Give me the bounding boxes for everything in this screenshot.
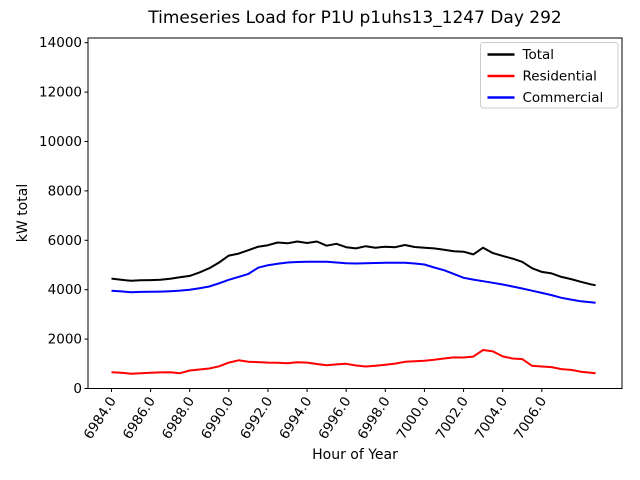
y-tick-label: 2000 — [48, 332, 82, 348]
y-tick-label: 6000 — [48, 233, 82, 249]
y-tick-label: 4000 — [48, 282, 82, 298]
y-axis-label: kW total — [15, 184, 31, 242]
y-tick-label: 12000 — [39, 85, 82, 101]
series-line-commercial — [111, 260, 596, 304]
y-tick-label: 8000 — [48, 183, 82, 199]
x-axis-label: Hour of Year — [312, 447, 398, 463]
y-tick-label: 0 — [73, 381, 82, 397]
legend-label-total: Total — [522, 47, 555, 63]
axes-frame — [87, 37, 623, 389]
y-tick-label: 10000 — [39, 134, 82, 150]
series-line-total — [111, 240, 596, 287]
legend-label-residential: Residential — [523, 69, 597, 85]
y-tick-label: 14000 — [39, 35, 82, 51]
legend-box — [480, 42, 619, 109]
series-line-residential — [111, 349, 596, 375]
chart-title: Timeseries Load for P1U p1uhs13_1247 Day… — [147, 8, 561, 28]
legend-label-commercial: Commercial — [523, 90, 604, 106]
